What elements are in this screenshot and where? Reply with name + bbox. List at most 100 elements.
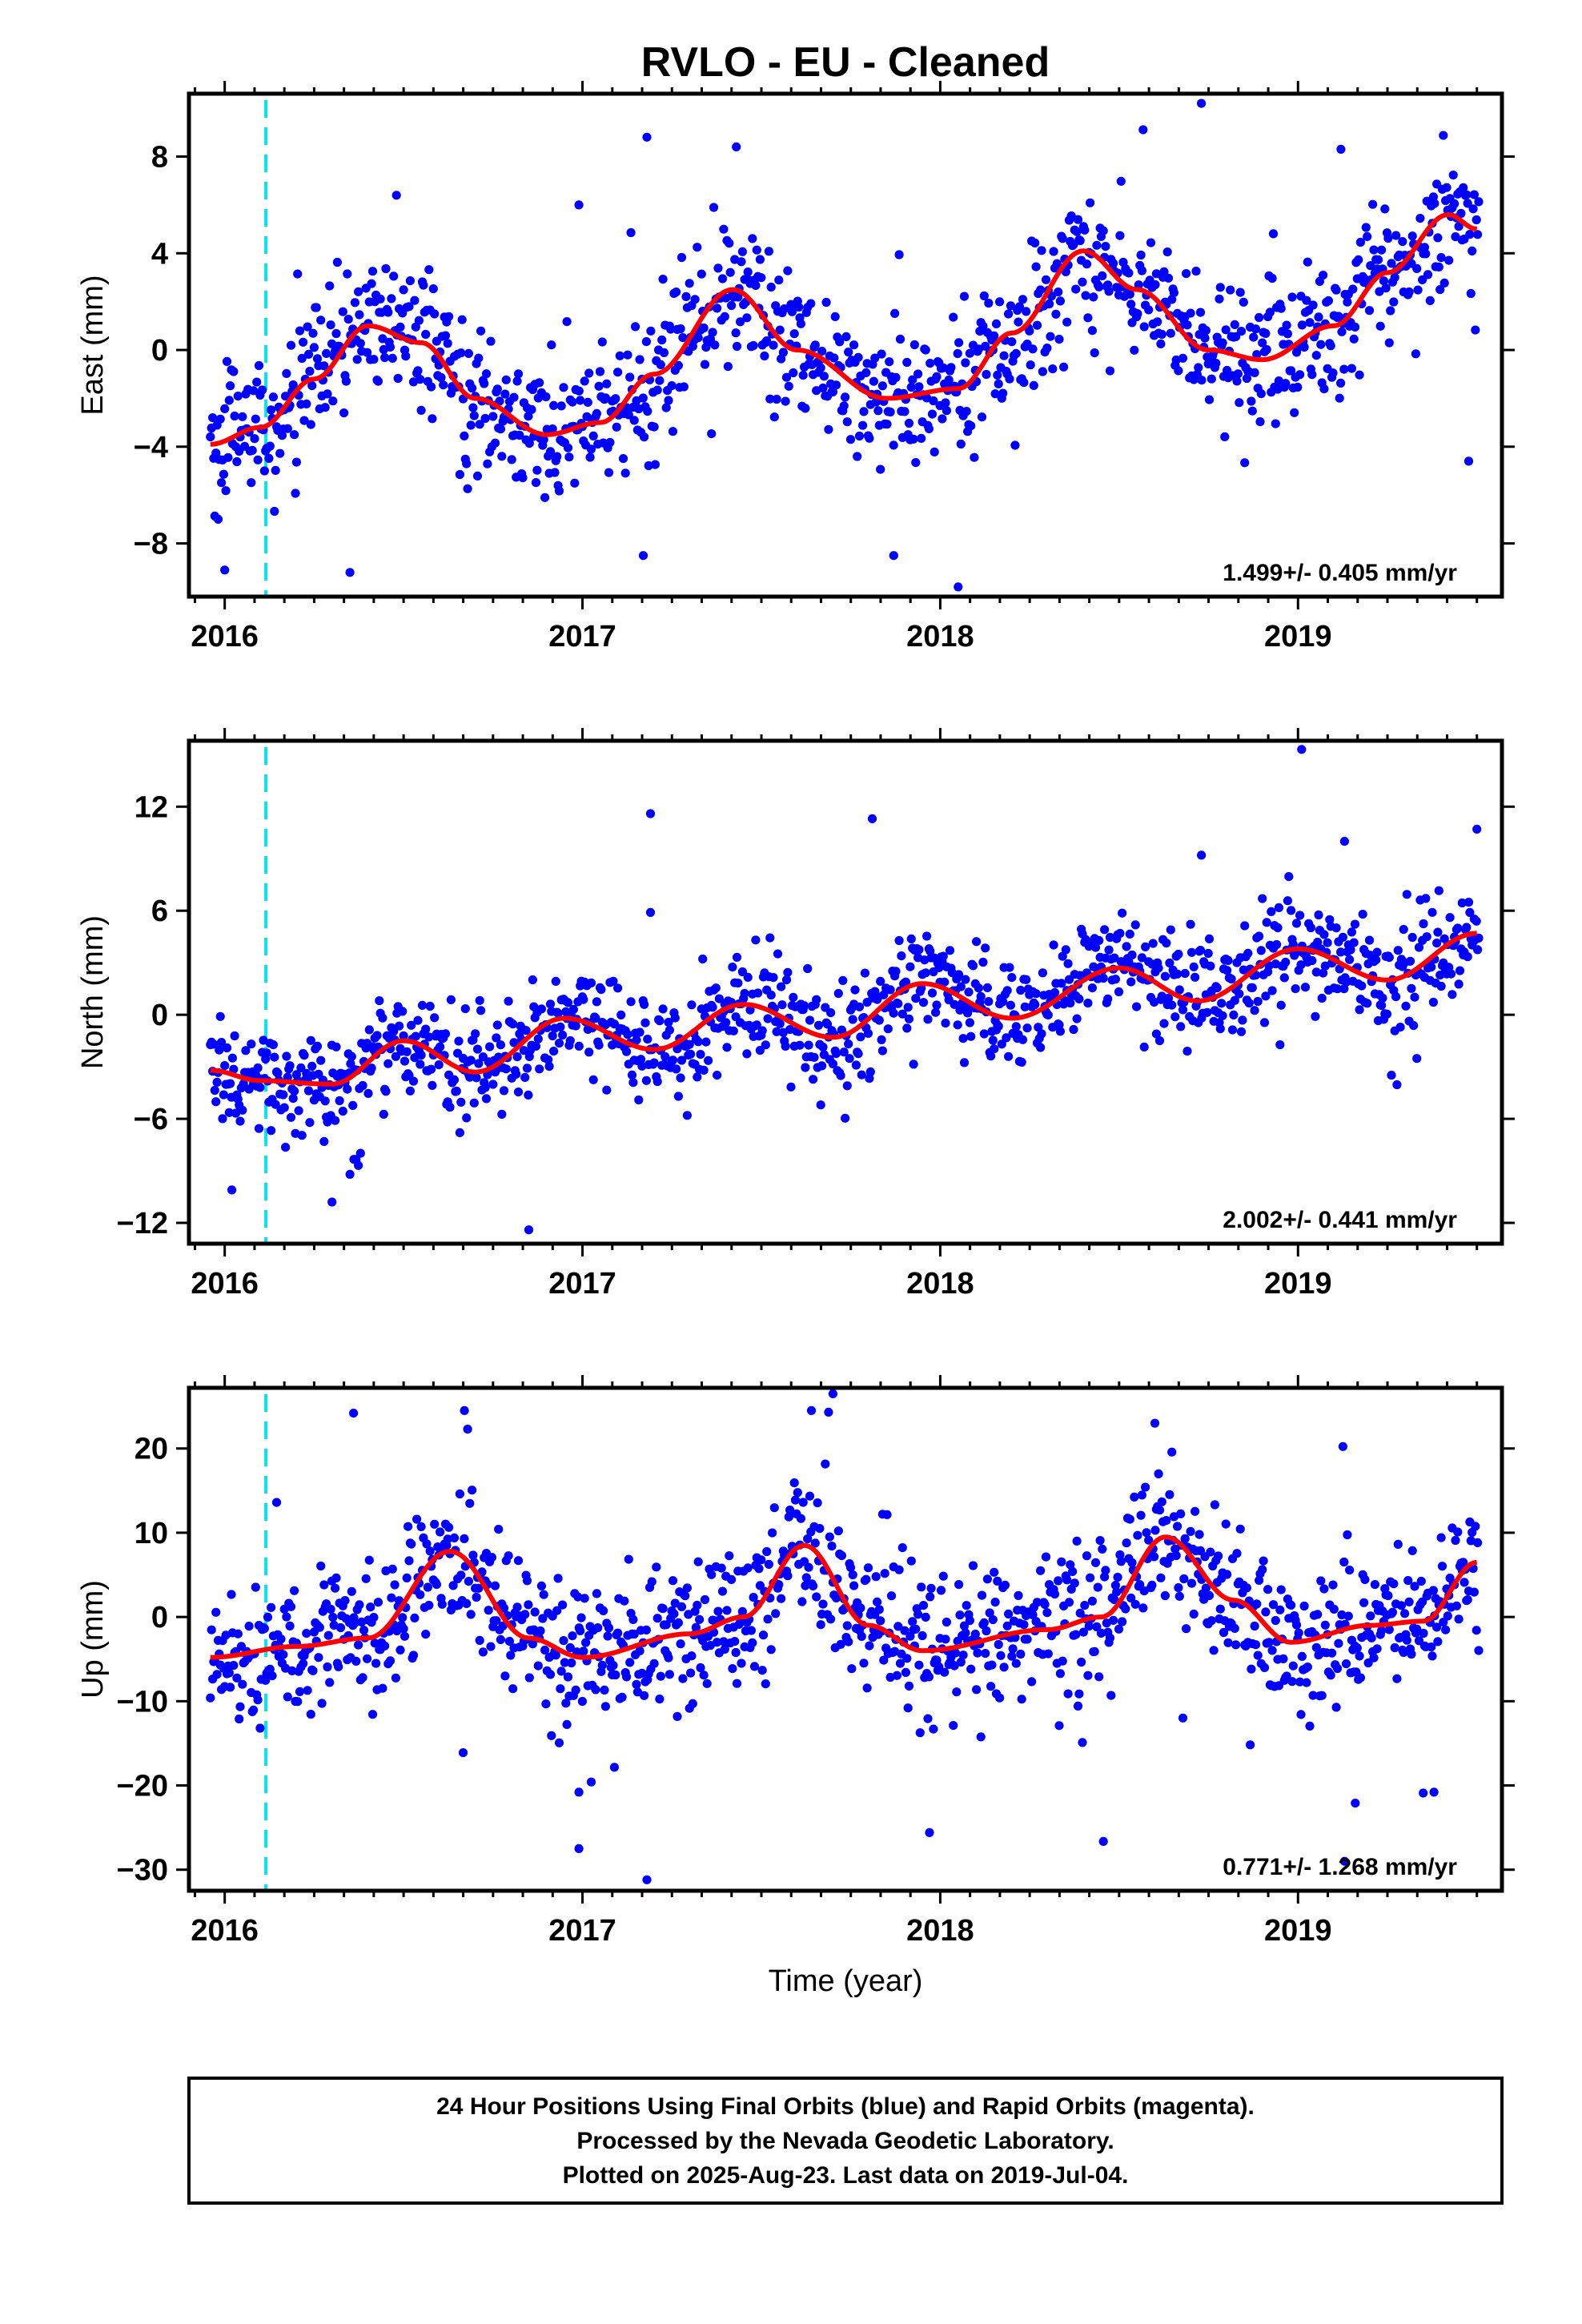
data-point: [1343, 1611, 1353, 1621]
data-point: [355, 310, 364, 320]
data-point: [761, 1040, 770, 1050]
data-point: [917, 1630, 927, 1641]
data-point: [1343, 297, 1352, 307]
data-point: [262, 1048, 271, 1058]
data-point: [1428, 1586, 1438, 1595]
data-point: [567, 1658, 576, 1668]
data-point: [963, 1008, 973, 1018]
data-point: [613, 983, 623, 993]
data-point: [1441, 1625, 1451, 1634]
data-point: [624, 410, 633, 420]
data-point: [658, 1004, 668, 1014]
data-point: [466, 420, 476, 430]
y-axis-label: North (mm): [76, 915, 110, 1069]
data-point: [966, 1664, 976, 1674]
data-point: [1271, 1615, 1280, 1626]
data-point: [361, 1574, 371, 1583]
data-point: [728, 963, 737, 972]
data-point: [1366, 1611, 1375, 1621]
data-point: [217, 478, 227, 488]
data-point: [1160, 1590, 1170, 1601]
data-point: [877, 381, 887, 391]
data-point: [632, 1687, 643, 1697]
data-point: [1471, 1522, 1480, 1531]
data-point: [838, 975, 848, 985]
data-point-outlier: [1339, 1856, 1349, 1866]
data-point: [393, 373, 403, 384]
data-point: [720, 312, 729, 321]
data-point: [853, 452, 862, 461]
data-point: [854, 431, 865, 441]
data-point: [1014, 1590, 1023, 1600]
data-point: [1227, 1025, 1238, 1035]
data-point: [281, 392, 291, 401]
data-point: [1448, 171, 1458, 180]
data-point: [1348, 284, 1358, 294]
data-point: [1049, 940, 1058, 950]
data-point: [617, 1692, 627, 1702]
data-point: [771, 1609, 781, 1618]
data-point: [1291, 1620, 1302, 1630]
data-point: [460, 431, 469, 441]
data-point: [1105, 1633, 1115, 1642]
data-point: [1240, 921, 1250, 931]
data-point: [848, 1015, 857, 1024]
data-point: [573, 1592, 583, 1602]
data-point: [658, 275, 668, 284]
data-point: [1387, 1071, 1396, 1080]
data-point: [1146, 238, 1156, 247]
data-point: [774, 1580, 784, 1590]
data-point: [528, 1639, 538, 1649]
data-point: [462, 1598, 472, 1608]
data-point: [711, 983, 721, 993]
data-point: [732, 341, 742, 352]
data-point: [1057, 1557, 1066, 1566]
data-point: [513, 369, 524, 379]
data-point: [862, 1683, 872, 1693]
data-point: [1274, 903, 1283, 912]
data-point: [968, 961, 978, 971]
data-point: [398, 1007, 408, 1016]
data-point: [1195, 1530, 1204, 1539]
data-point: [1130, 345, 1139, 355]
data-point-outlier: [345, 1169, 355, 1179]
data-point: [385, 1656, 396, 1666]
data-point: [1206, 961, 1215, 971]
data-point: [1295, 1677, 1305, 1687]
data-point: [1130, 1492, 1139, 1502]
data-point: [1191, 1506, 1200, 1516]
data-point: [1328, 368, 1338, 378]
data-point: [869, 376, 878, 386]
data-point: [219, 469, 228, 479]
data-point: [774, 275, 784, 285]
data-point: [249, 1705, 259, 1715]
data-point: [326, 1604, 335, 1614]
data-point: [1071, 1630, 1081, 1639]
data-point: [643, 406, 652, 416]
data-point: [1267, 907, 1276, 916]
data-point: [339, 408, 349, 418]
data-point: [416, 1590, 425, 1599]
y-tick-label: 0: [151, 334, 168, 368]
data-point: [1126, 977, 1136, 987]
y-tick-label: 20: [135, 1433, 168, 1466]
data-point: [865, 433, 874, 443]
data-point: [902, 1023, 912, 1033]
data-point: [1242, 1583, 1251, 1593]
data-point: [1363, 231, 1372, 241]
data-point: [699, 1065, 709, 1075]
data-point: [1435, 285, 1445, 295]
data-point: [524, 439, 534, 448]
data-point: [1167, 1447, 1177, 1457]
data-point: [1256, 389, 1266, 399]
data-point: [302, 399, 311, 408]
data-point: [553, 1008, 563, 1018]
data-point: [595, 367, 605, 376]
data-point: [970, 452, 979, 462]
data-point: [600, 393, 611, 403]
data-point: [649, 422, 659, 432]
data-point: [255, 1723, 265, 1733]
data-point: [281, 1143, 291, 1152]
data-point: [816, 363, 825, 372]
data-point: [1218, 1011, 1227, 1020]
